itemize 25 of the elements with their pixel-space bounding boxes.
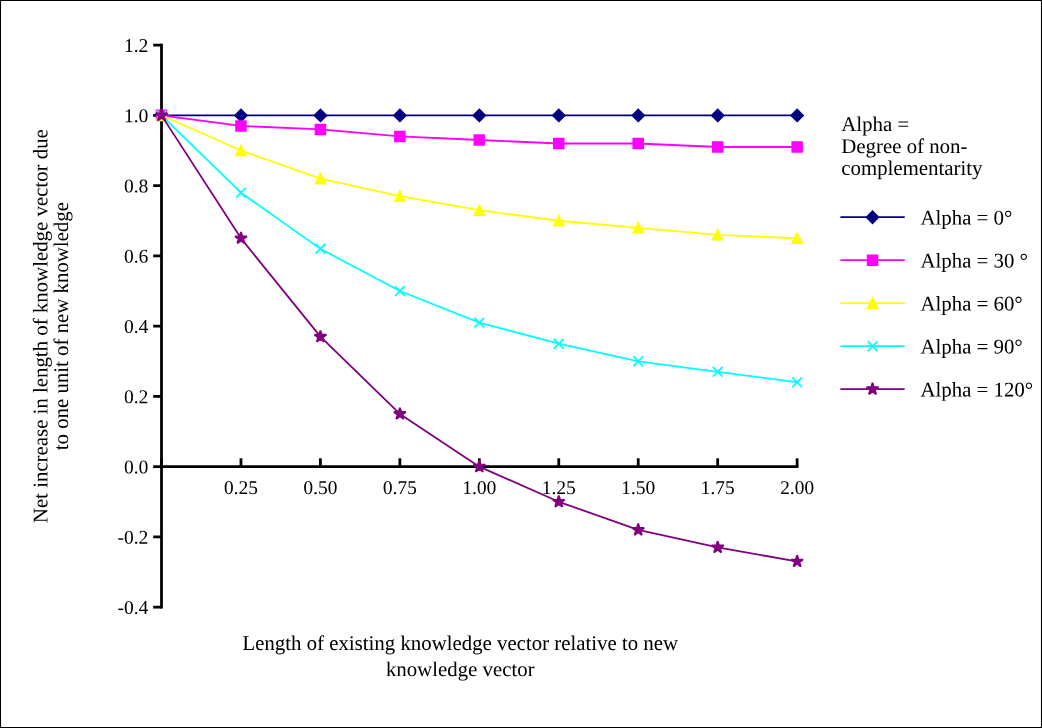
y-tick-label: 1.2	[125, 39, 148, 53]
y-tick-label: -0.4	[118, 600, 149, 615]
x-axis-title: Length of existing knowledge vector relative to new knowledge vector	[243, 635, 678, 681]
legend-title: Alpha = Degree of non- complementarity	[841, 116, 983, 180]
y-tick-label: 0.6	[124, 249, 148, 263]
x-tick-label: 1.25	[543, 481, 576, 495]
legend-label: Alpha = 30 °	[920, 253, 1027, 272]
x-tick-label: 0.50	[304, 481, 337, 495]
legend-label: Alpha = 0°	[920, 210, 1012, 229]
x-tick-label: 2.00	[780, 481, 814, 495]
x-tick-label: 0.25	[224, 481, 258, 495]
y-tick-label: 0.2	[124, 390, 148, 404]
y-axis-title: Net increase in length of knowledge vector due to one unit of new knowledge	[32, 129, 73, 523]
y-tick-label: 1.0	[125, 109, 148, 123]
x-tick-label: 1.50	[622, 481, 655, 495]
legend-label: Alpha = 90°	[920, 338, 1022, 358]
x-tick-label: 1.00	[464, 481, 496, 495]
y-tick-label: 0.8	[124, 179, 148, 193]
y-tick-label: 0.4	[124, 319, 149, 334]
legend-label: Alpha = 60°	[920, 296, 1022, 315]
x-tick-label: 0.75	[383, 481, 417, 495]
x-tick-label: 1.75	[702, 481, 734, 495]
y-tick-label: 0.0	[124, 460, 148, 474]
legend-label: Alpha = 120°	[920, 381, 1033, 401]
y-tick-label: -0.2	[118, 530, 148, 544]
